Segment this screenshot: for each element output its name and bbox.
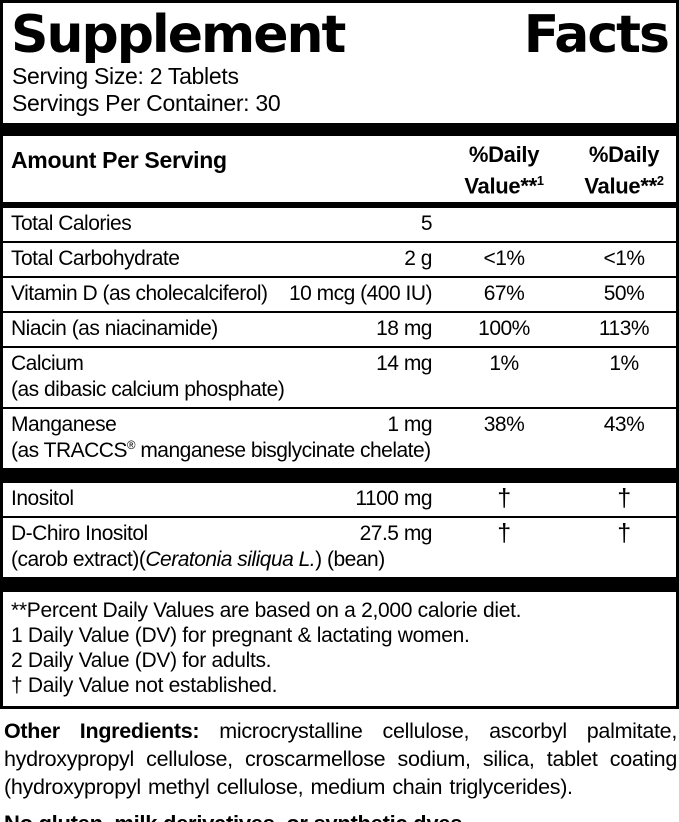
daily-value-1-header-line2: Value**1 bbox=[464, 173, 544, 199]
nutrient-name: Inositol bbox=[11, 487, 74, 511]
nutrient-dv2: 43% bbox=[603, 413, 645, 437]
nutrient-dv1: 38% bbox=[483, 413, 525, 437]
nutrient-dv1-dagger: † bbox=[497, 484, 511, 513]
nutrient-dv2-dagger: † bbox=[617, 484, 631, 513]
nutrient-row-total-calories: Total Calories 5 bbox=[3, 208, 676, 241]
nutrient-name: Total Calories bbox=[11, 212, 132, 236]
botanical-name-italic: Ceratonia siliqua L. bbox=[145, 548, 316, 572]
footnote-daily-values: **Percent Daily Values are based on a 2,… bbox=[11, 599, 522, 623]
thick-divider-bottom bbox=[3, 577, 676, 593]
daily-value-1-superscript: 1 bbox=[536, 173, 544, 188]
footnotes: **Percent Daily Values are based on a 2,… bbox=[3, 592, 676, 706]
nutrient-dv1: 1% bbox=[489, 352, 519, 376]
nutrient-name: Vitamin D (as cholecalciferol) bbox=[11, 282, 268, 306]
nutrient-dv2: 1% bbox=[609, 352, 639, 376]
nutrient-row-niacin: Niacin (as niacinamide) 18 mg 100% 113% bbox=[3, 311, 676, 346]
header-divider bbox=[3, 202, 676, 209]
nutrient-amount: 14 mg bbox=[376, 352, 432, 376]
daily-value-2-header-line1: %Daily bbox=[588, 142, 660, 167]
nutrient-row-inositol: Inositol 1100 mg † † bbox=[3, 483, 676, 516]
thick-divider-top bbox=[3, 123, 676, 136]
nutrient-dv2 bbox=[572, 211, 676, 237]
nutrient-row-manganese: Manganese 1 mg 38% 43% (as TRACCS® mangan… bbox=[3, 407, 676, 468]
registered-trademark-symbol: ® bbox=[126, 440, 136, 453]
daily-value-2-header-line2: Value**2 bbox=[584, 173, 664, 199]
nutrient-amount: 2 g bbox=[404, 247, 432, 271]
nutrient-row-calcium: Calcium 14 mg 1% 1% (as dibasic calcium p… bbox=[3, 346, 676, 407]
nutrient-amount: 10 mcg (400 IU) bbox=[288, 282, 433, 306]
nutrient-source-note: (as TRACCS® manganese bisglycinate chela… bbox=[11, 439, 431, 463]
footnote-dv-pregnant: 1 Daily Value (DV) for pregnant & lactat… bbox=[11, 624, 470, 648]
nutrient-dv1: 67% bbox=[483, 282, 525, 306]
nutrient-name: Manganese bbox=[11, 413, 117, 437]
servings-per-container-text: Servings Per Container: 30 bbox=[12, 90, 281, 116]
nutrient-dv2-dagger: † bbox=[617, 519, 631, 548]
other-ingredients-paragraph: Other Ingredients: microcrystalline cell… bbox=[0, 717, 679, 801]
nutrient-dv2: 50% bbox=[603, 282, 645, 306]
nutrient-name: Niacin (as niacinamide) bbox=[11, 317, 218, 341]
panel-title-word-supplement: Supplement bbox=[11, 5, 346, 65]
nutrient-dv1-dagger: † bbox=[497, 519, 511, 548]
allergen-statement: No gluten, milk derivatives, or syntheti… bbox=[0, 811, 679, 822]
table-header-row: Amount Per Serving %Daily Value**1 %Dail… bbox=[3, 136, 676, 202]
nutrient-source-note: (as dibasic calcium phosphate) bbox=[11, 378, 285, 402]
daily-value-2-header: %Daily Value**2 bbox=[572, 142, 676, 199]
nutrient-name: Total Carbohydrate bbox=[11, 247, 180, 271]
daily-value-1-header: %Daily Value**1 bbox=[452, 142, 556, 199]
nutrient-dv2: <1% bbox=[603, 247, 645, 271]
thick-divider-middle bbox=[3, 468, 676, 484]
nutrient-amount: 27.5 mg bbox=[359, 522, 433, 546]
other-ingredients-text: microcrystalline cellulose, ascorbyl pal… bbox=[4, 719, 677, 800]
nutrient-amount: 1100 mg bbox=[355, 487, 432, 511]
nutrient-dv1: <1% bbox=[483, 247, 525, 271]
nutrient-amount: 5 bbox=[420, 212, 433, 236]
panel-title: Supplement Facts bbox=[3, 3, 676, 63]
nutrient-name: D-Chiro Inositol bbox=[11, 522, 148, 546]
amount-per-serving-header: Amount Per Serving bbox=[11, 147, 227, 173]
nutrient-dv2: 113% bbox=[598, 317, 650, 341]
nutrient-row-d-chiro-inositol: D-Chiro Inositol 27.5 mg † † (carob extra… bbox=[3, 516, 676, 577]
nutrient-row-vitamin-d: Vitamin D (as cholecalciferol) 10 mcg (40… bbox=[3, 276, 676, 311]
footnote-dv-not-established: † Daily Value not established. bbox=[11, 674, 278, 698]
nutrient-name: Calcium bbox=[11, 352, 84, 376]
daily-value-2-superscript: 2 bbox=[656, 173, 664, 188]
daily-value-1-header-line1: %Daily bbox=[468, 142, 540, 167]
supplement-facts-panel: Supplement Facts Serving Size: 2 Tablets… bbox=[0, 0, 679, 710]
serving-size-text: Serving Size: 2 Tablets bbox=[12, 63, 239, 89]
nutrient-dv1: 100% bbox=[478, 317, 530, 341]
other-ingredients-label: Other Ingredients: bbox=[4, 719, 200, 744]
nutrient-amount: 1 mg bbox=[387, 413, 432, 437]
nutrient-amount: 18 mg bbox=[376, 317, 432, 341]
nutrient-dv1 bbox=[452, 211, 556, 237]
nutrient-row-total-carbohydrate: Total Carbohydrate 2 g <1% <1% bbox=[3, 241, 676, 276]
nutrient-source-note: (carob extract)(Ceratonia siliqua L.) (b… bbox=[11, 548, 385, 572]
panel-title-word-facts: Facts bbox=[523, 5, 670, 65]
footnote-dv-adults: 2 Daily Value (DV) for adults. bbox=[11, 649, 272, 673]
